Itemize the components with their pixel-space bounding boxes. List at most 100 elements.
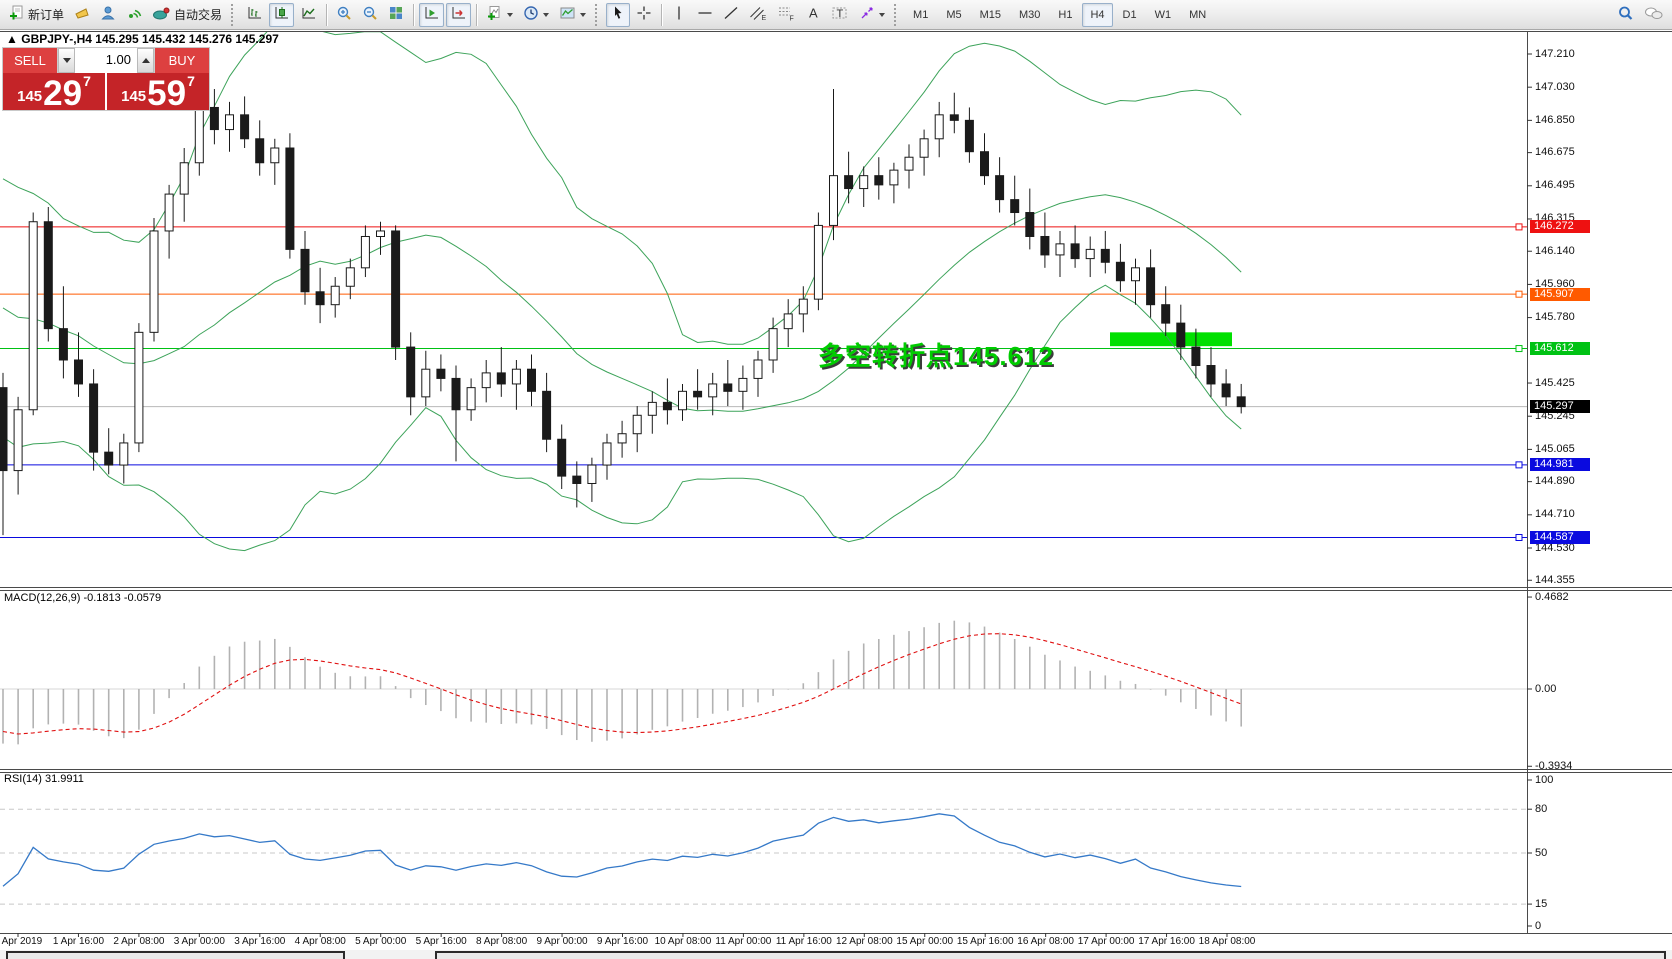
sell-price-figure: 145 (17, 88, 43, 105)
arrows-dropdown-caret (879, 12, 886, 17)
tile-windows-icon (388, 5, 404, 24)
text-button[interactable]: A (801, 3, 825, 27)
toolbar-grip[interactable] (231, 3, 237, 26)
zoom-in-icon (336, 5, 352, 24)
vertical-line-icon (672, 5, 686, 24)
chat-button[interactable] (1640, 3, 1668, 27)
timeframe-mn[interactable]: MN (1189, 8, 1207, 21)
auto-trading-label: 自动交易 (174, 8, 223, 22)
text-label-button[interactable]: T (827, 3, 853, 27)
timeframe-h4[interactable]: H4 (1082, 2, 1113, 27)
auto-trading-button[interactable]: 自动交易 (148, 3, 226, 27)
chart-shift-button[interactable] (446, 2, 472, 27)
svg-text:E: E (762, 15, 767, 21)
bottom-window-strip (0, 950, 1672, 959)
chart-annotation-text: 多空转折点145.612 (818, 341, 1054, 371)
timeframe-m30[interactable]: M30 (1019, 8, 1041, 21)
publisher-icon (100, 5, 116, 24)
toolbar-separator (661, 3, 663, 26)
sell-price-display[interactable]: 145 29 7 (3, 73, 105, 113)
up-arrow-icon (141, 58, 150, 63)
signals-button[interactable] (122, 3, 146, 27)
journal-button[interactable] (70, 3, 94, 27)
new-order-label: 新订单 (28, 8, 65, 22)
horizontal-line-button[interactable] (693, 3, 717, 27)
templates-dropdown-caret (580, 12, 587, 17)
buy-price-pips: 59 (147, 74, 187, 113)
crosshair-icon (636, 5, 652, 24)
timeframe-m1[interactable]: M1 (913, 8, 929, 21)
indicators-icon (486, 5, 503, 24)
candlestick-chart-button[interactable] (269, 2, 295, 27)
toolbar-separator (413, 3, 415, 26)
fibonacci-button[interactable]: F (773, 3, 799, 27)
tile-windows-button[interactable] (384, 3, 408, 27)
timeframe-d1[interactable]: D1 (1122, 8, 1137, 21)
sell-price-point: 7 (83, 73, 91, 89)
chat-icon (1644, 5, 1664, 25)
indicators-button[interactable] (482, 3, 517, 27)
volume-spinner: 1.00 (57, 48, 155, 73)
timeframe-m15[interactable]: M15 (979, 8, 1001, 21)
one-click-trade-panel: SELL 1.00 BUY 145 29 7 145 59 7 (2, 47, 210, 111)
down-arrow-icon (62, 58, 71, 63)
macd-indicator-label: MACD(12,26,9) -0.1813 -0.0579 (4, 592, 162, 604)
trendline-icon (723, 5, 739, 24)
cursor-icon (610, 5, 626, 24)
toolbar-grip[interactable] (595, 3, 601, 26)
clock-icon (523, 5, 539, 24)
crosshair-button[interactable] (632, 3, 656, 27)
vertical-line-button[interactable] (667, 3, 691, 27)
sell-price-pips: 29 (43, 74, 83, 113)
toolbar-grip[interactable] (894, 3, 900, 26)
rsi-indicator-label: RSI(14) 31.9911 (4, 773, 84, 785)
collapse-arrow-icon[interactable]: ▲ (6, 32, 18, 46)
candlestick-chart-icon (273, 5, 290, 24)
toolbar-separator (476, 3, 478, 26)
svg-text:T: T (837, 8, 844, 20)
ohlc-values: 145.295 145.432 145.276 145.297 (95, 32, 279, 46)
timeframe-w1[interactable]: W1 (1154, 8, 1172, 21)
templates-button[interactable] (555, 3, 590, 27)
volume-decrease-button[interactable] (58, 48, 75, 73)
sell-button[interactable]: SELL (3, 48, 57, 73)
cursor-button[interactable] (606, 2, 631, 27)
publisher-button[interactable] (96, 3, 120, 27)
buy-button[interactable]: BUY (155, 48, 209, 73)
toolbar-separator (326, 3, 328, 26)
periods-dropdown-caret (543, 12, 550, 17)
timeframe-m5[interactable]: M5 (946, 8, 962, 21)
volume-increase-button[interactable] (137, 48, 154, 73)
timeframe-h1[interactable]: H1 (1058, 8, 1073, 21)
zoom-out-button[interactable] (358, 3, 382, 27)
new-order-icon (8, 5, 24, 24)
background-window-edge[interactable] (435, 951, 1666, 959)
svg-text:F: F (790, 16, 794, 22)
bar-chart-button[interactable] (242, 3, 267, 27)
search-icon (1617, 5, 1634, 25)
auto-scroll-icon (423, 5, 440, 24)
auto-scroll-button[interactable] (419, 2, 445, 27)
trendline-button[interactable] (719, 3, 743, 27)
symbol-period-label: GBPJPY-,H4 (21, 32, 92, 46)
line-chart-icon (300, 5, 317, 24)
new-order-button[interactable]: 新订单 (4, 3, 68, 27)
zoom-in-button[interactable] (332, 3, 356, 27)
signal-icon (126, 5, 142, 24)
buy-price-point: 7 (187, 73, 195, 89)
journal-icon (74, 5, 90, 24)
horizontal-line-icon (697, 5, 713, 24)
chart-title: ▲ GBPJPY-,H4 145.295 145.432 145.276 145… (6, 32, 279, 46)
search-button[interactable] (1613, 3, 1638, 27)
volume-input[interactable]: 1.00 (105, 52, 131, 67)
text-label-icon: T (831, 5, 849, 24)
equidistant-channel-button[interactable]: E (745, 3, 771, 27)
line-chart-button[interactable] (296, 3, 321, 27)
periods-button[interactable] (519, 3, 553, 27)
arrows-button[interactable] (855, 3, 889, 27)
arrows-icon (859, 5, 875, 24)
top-toolbar: 新订单 自动交易 E F A T M1 M5 M15 M30 H1 H4 D1 W1 MN (0, 0, 1672, 30)
background-window-edge[interactable] (6, 951, 345, 959)
buy-price-display[interactable]: 145 59 7 (107, 73, 209, 113)
